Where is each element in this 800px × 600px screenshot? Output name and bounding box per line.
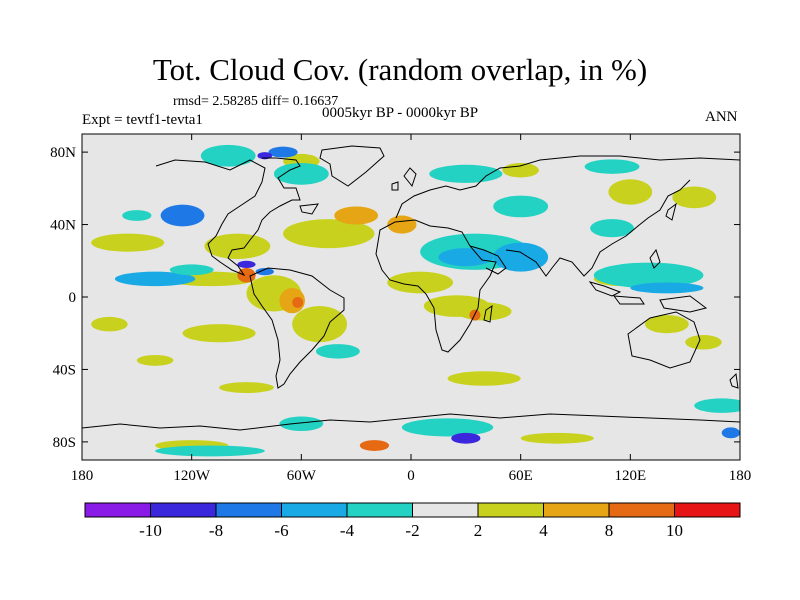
colorbar-label: -10 (139, 521, 162, 540)
anomaly-patch (584, 159, 640, 174)
season-label: ANN (705, 109, 738, 125)
anomaly-patch (237, 260, 256, 269)
anomaly-patch (387, 271, 454, 294)
anomaly-patch (122, 210, 152, 221)
anomaly-patch (644, 315, 689, 334)
x-tick-label: 180 (729, 468, 752, 484)
anomaly-patch (502, 162, 539, 178)
anomaly-patch (520, 432, 594, 444)
y-tick-label: 80N (50, 145, 76, 161)
y-tick-label: 40S (53, 362, 76, 378)
stats-label: rmsd= 2.58285 diff= 0.16637 (173, 94, 339, 109)
colorbar-label: 10 (666, 521, 683, 540)
period-label: 0005kyr BP - 0000kyr BP (322, 105, 479, 121)
anomaly-patch (672, 186, 717, 209)
anomaly-patch (268, 146, 298, 158)
anomaly-patch (590, 219, 634, 238)
anomaly-patch (182, 324, 256, 343)
x-tick-label: 60E (509, 468, 533, 484)
anomaly-patch (608, 179, 653, 205)
anomaly-patch (200, 144, 256, 167)
colorbar-label: -2 (405, 521, 419, 540)
anomaly-patch (359, 440, 390, 451)
anomaly-patch (91, 316, 128, 332)
anomaly-patch (160, 204, 205, 227)
anomaly-patch (451, 432, 481, 444)
anomaly-patch (91, 233, 165, 252)
colorbar-label: -6 (274, 521, 288, 540)
colorbar-swatch (215, 502, 282, 518)
anomaly-patch (429, 164, 503, 183)
colorbar-swatch (674, 502, 741, 518)
y-tick-label: 40N (50, 218, 76, 234)
x-tick-label: 0 (407, 468, 415, 484)
anomaly-patch (493, 195, 549, 218)
colorbar-label: 4 (539, 521, 548, 540)
anomaly-patch (694, 398, 740, 413)
colorbar-swatch (608, 502, 675, 518)
anomaly-patch (315, 344, 360, 359)
anomaly-patch (685, 335, 722, 350)
anomaly-patch (401, 418, 494, 437)
anomaly-patch (593, 262, 704, 288)
colorbar: -10 -8 -6 -4 -2 2 4 8 10 (84, 502, 741, 540)
anomaly-patch (204, 233, 271, 259)
anomaly-patch (279, 416, 324, 432)
x-tick-label: 180 (71, 468, 94, 484)
y-tick-label: 0 (69, 290, 77, 306)
colorbar-label: -4 (340, 521, 355, 540)
anomaly-patch (273, 162, 329, 185)
anomaly-patch (155, 445, 265, 457)
anomaly-patch (283, 219, 375, 249)
experiment-label: Expt = tevtf1-tevta1 (82, 112, 203, 128)
x-axis: 180 120W 60W 0 60E 120E 180 (71, 134, 752, 484)
y-tick-label: 80S (53, 435, 76, 451)
anomaly-patch (630, 282, 704, 294)
colorbar-swatch (281, 502, 348, 518)
y-axis: 80N 40N 0 40S 80S (50, 145, 740, 451)
anomaly-patch (447, 371, 521, 386)
colorbar-label: 8 (605, 521, 614, 540)
anomaly-patch (721, 427, 740, 439)
coastlines (82, 145, 740, 431)
colorbar-swatch (543, 502, 610, 518)
anomaly-patch (255, 268, 274, 276)
colorbar-label: 2 (474, 521, 483, 540)
anomaly-patch (387, 215, 417, 234)
colorbar-swatch (346, 502, 413, 518)
x-tick-label: 120E (614, 468, 646, 484)
anomaly-patch (136, 354, 174, 366)
anomaly-patch (292, 306, 348, 343)
anomaly-patch (438, 248, 494, 267)
anomaly-patch (169, 264, 214, 276)
anomaly-patch (334, 206, 379, 225)
colorbar-swatch (412, 502, 479, 518)
x-tick-label: 60W (287, 468, 317, 484)
colorbar-label: -8 (209, 521, 223, 540)
anomaly-patch (114, 271, 196, 287)
anomaly-patch (219, 382, 274, 393)
x-tick-label: 120W (173, 468, 211, 484)
colorbar-swatch (477, 502, 544, 518)
colorbar-swatch (150, 502, 217, 518)
colorbar-swatch (84, 502, 151, 518)
anomaly-field (91, 144, 740, 457)
chart-title: Tot. Cloud Cov. (random overlap, in %) (152, 52, 648, 87)
anomaly-patch (237, 268, 256, 283)
anomaly-patch (292, 297, 304, 308)
